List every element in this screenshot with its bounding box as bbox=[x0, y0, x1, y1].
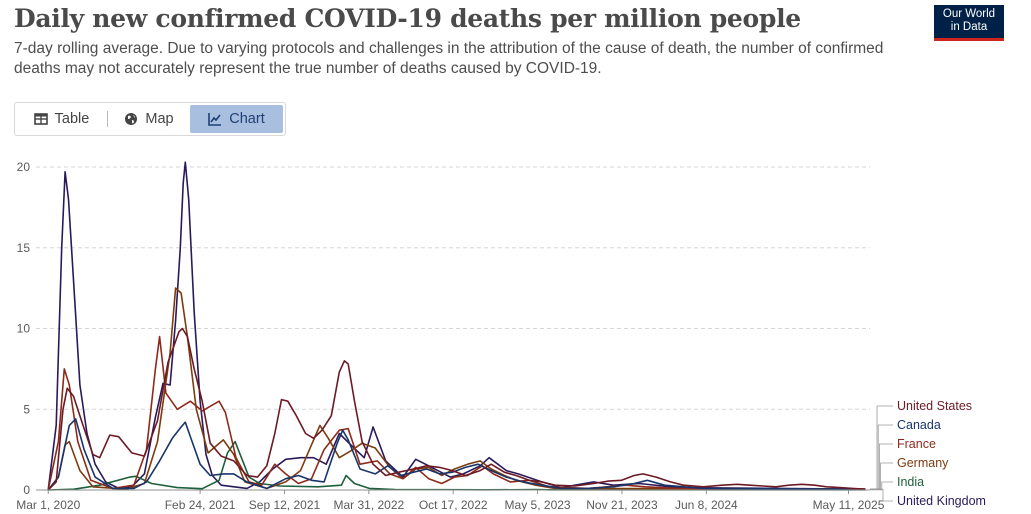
y-tick-label: 20 bbox=[17, 160, 31, 174]
owid-logo[interactable]: Our World in Data bbox=[934, 5, 1004, 41]
tab-chart-label: Chart bbox=[229, 111, 265, 127]
legend-label-india: India bbox=[897, 475, 924, 489]
x-tick-label: Mar 1, 2020 bbox=[16, 498, 80, 512]
tab-table-label: Table bbox=[54, 111, 90, 127]
y-tick-label: 0 bbox=[23, 483, 30, 497]
legend-label-united-kingdom: United Kingdom bbox=[897, 494, 986, 508]
series-line-canada bbox=[47, 418, 866, 491]
tab-map-label: Map bbox=[145, 111, 174, 127]
series-line-france bbox=[47, 335, 866, 491]
legend-label-canada: Canada bbox=[897, 418, 941, 432]
series-line-india bbox=[48, 440, 866, 491]
series-line-united-states bbox=[47, 327, 866, 491]
globe-icon bbox=[125, 113, 138, 125]
x-tick-label: May 5, 2023 bbox=[505, 498, 571, 512]
series-line-germany bbox=[47, 287, 866, 491]
logo-line-2: in Data bbox=[950, 21, 988, 33]
y-tick-label: 10 bbox=[17, 322, 31, 336]
tab-map[interactable]: Map bbox=[108, 103, 190, 135]
chart-subtitle: 7-day rolling average. Due to varying pr… bbox=[14, 40, 884, 77]
legend-label-france: France bbox=[897, 437, 936, 451]
x-tick-label: Oct 17, 2022 bbox=[419, 498, 488, 512]
tab-table[interactable]: Table bbox=[15, 103, 108, 135]
logo-line-1: Our World bbox=[942, 8, 996, 20]
legend-label-united-states: United States bbox=[897, 399, 972, 413]
table-icon bbox=[33, 113, 48, 125]
x-tick-label: Jun 8, 2024 bbox=[675, 498, 738, 512]
legend-connector bbox=[870, 481, 893, 491]
legend-connector bbox=[870, 488, 893, 502]
chart-title: Daily new confirmed COVID-19 deaths per … bbox=[14, 4, 801, 33]
tab-chart[interactable]: Chart bbox=[190, 105, 283, 133]
x-tick-label: Sep 12, 2021 bbox=[249, 498, 321, 512]
y-tick-label: 5 bbox=[23, 402, 30, 416]
legend-connector bbox=[870, 424, 893, 490]
legend-connector bbox=[870, 405, 893, 490]
line-chart-icon bbox=[208, 113, 222, 126]
view-tabs: Table Map Chart bbox=[14, 102, 286, 136]
x-tick-label: Feb 24, 2021 bbox=[165, 498, 236, 512]
x-tick-label: Nov 21, 2023 bbox=[586, 498, 658, 512]
y-tick-label: 15 bbox=[17, 241, 31, 255]
x-tick-label: May 11, 2025 bbox=[813, 498, 885, 512]
x-tick-label: Mar 31, 2022 bbox=[333, 498, 404, 512]
legend-label-germany: Germany bbox=[897, 456, 949, 470]
